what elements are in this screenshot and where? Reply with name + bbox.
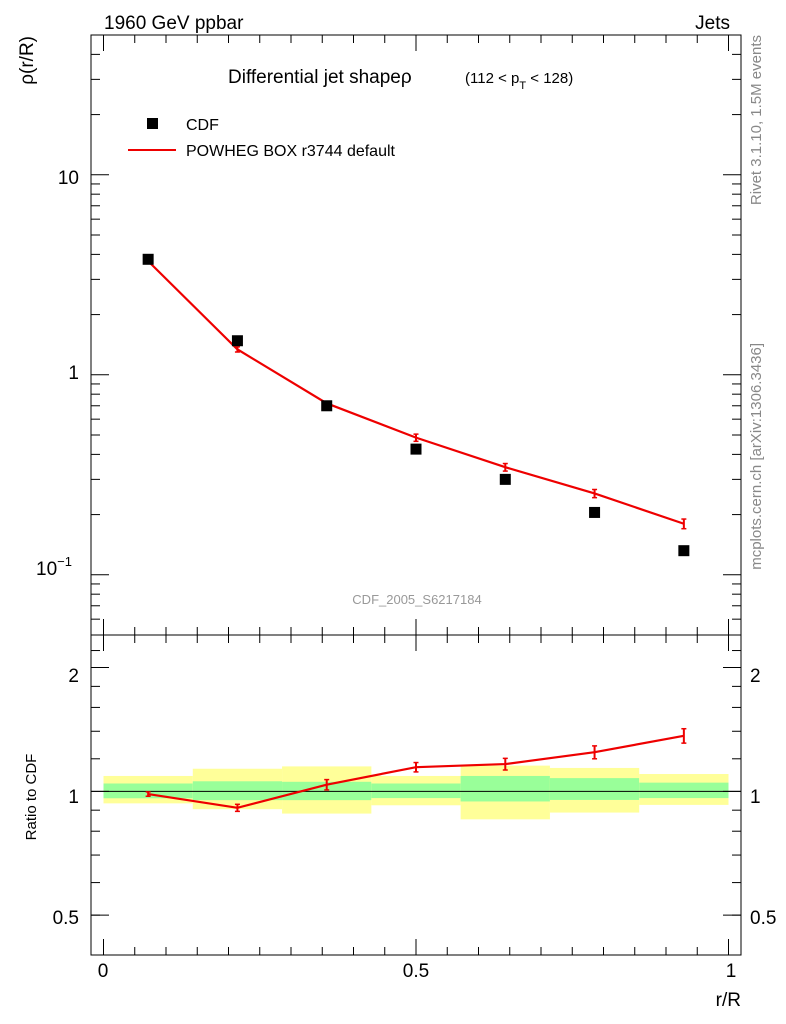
plot-title-range-suffix: < 128): [526, 70, 573, 87]
uncertainty-band-inner: [460, 775, 550, 802]
ratio-bands-layer: [103, 765, 729, 820]
ratio-ytick-label-2-right: 2: [750, 666, 761, 687]
plot-title-range: (112 < pT < 128): [465, 70, 573, 92]
uncertainty-band-inner: [371, 783, 461, 799]
legend-marker-cdf: [147, 118, 158, 129]
plot-title-range-sub: T: [519, 80, 526, 92]
ratio-ytick-label-1: 1: [68, 787, 79, 808]
data-point: [499, 473, 511, 485]
ratio-axes: [90, 634, 742, 956]
header-process-label: Jets: [695, 13, 730, 34]
plot-title-text: Differential jet shape: [228, 67, 401, 88]
ratio-ytick-label-0.5: 0.5: [53, 908, 79, 929]
header-collision-label: 1960 GeV ppbar: [104, 13, 244, 34]
ytick-label-10: 10: [58, 168, 79, 189]
ratio-ytick-label-1-right: 1: [750, 787, 761, 808]
main-series-layer: [142, 253, 690, 557]
legend-label-cdf: CDF: [186, 117, 219, 134]
ratio-series-layer: [145, 727, 687, 813]
data-point: [142, 253, 154, 265]
uncertainty-band-inner: [639, 782, 729, 799]
legend-label-powheg: POWHEG BOX r3744 default: [186, 143, 396, 160]
ratio-ytick-label-0.5-right: 0.5: [750, 908, 776, 929]
plot-title-range-prefix: (112 < p: [465, 70, 519, 87]
ratio-y-axis-title: Ratio to CDF: [23, 754, 40, 841]
plot-title: Differential jet shapeρ: [228, 67, 412, 88]
data-point: [231, 335, 243, 347]
ratio-ytick-label-2: 2: [68, 666, 79, 687]
uncertainty-band-inner: [192, 781, 283, 801]
data-point: [589, 506, 601, 518]
analysis-id-label: CDF_2005_S6217184: [352, 592, 481, 607]
xtick-label-1: 1: [726, 961, 737, 982]
ytick-label-1: 1: [68, 363, 79, 384]
ytick-label-0.1: 10−1: [36, 554, 72, 580]
plot-title-symbol: ρ: [401, 67, 412, 88]
main-y-axis-title: ρ(r/R): [17, 36, 38, 85]
data-point: [410, 443, 422, 455]
mc-line-main: [147, 260, 685, 525]
uncertainty-band-inner: [549, 778, 640, 800]
xtick-label-0: 0: [98, 961, 109, 982]
x-axis-title: r/R: [716, 990, 741, 1011]
xtick-label-0.5: 0.5: [403, 961, 429, 982]
source-url-label: mcplots.cern.ch [arXiv:1306.3436]: [748, 343, 765, 570]
ytick-label-0.1-base: 10: [36, 559, 57, 580]
data-point: [678, 545, 690, 557]
ytick-label-0.1-exp: −1: [57, 554, 72, 569]
data-point: [321, 400, 333, 412]
rivet-version-label: Rivet 3.1.10, 1.5M events: [748, 35, 765, 205]
